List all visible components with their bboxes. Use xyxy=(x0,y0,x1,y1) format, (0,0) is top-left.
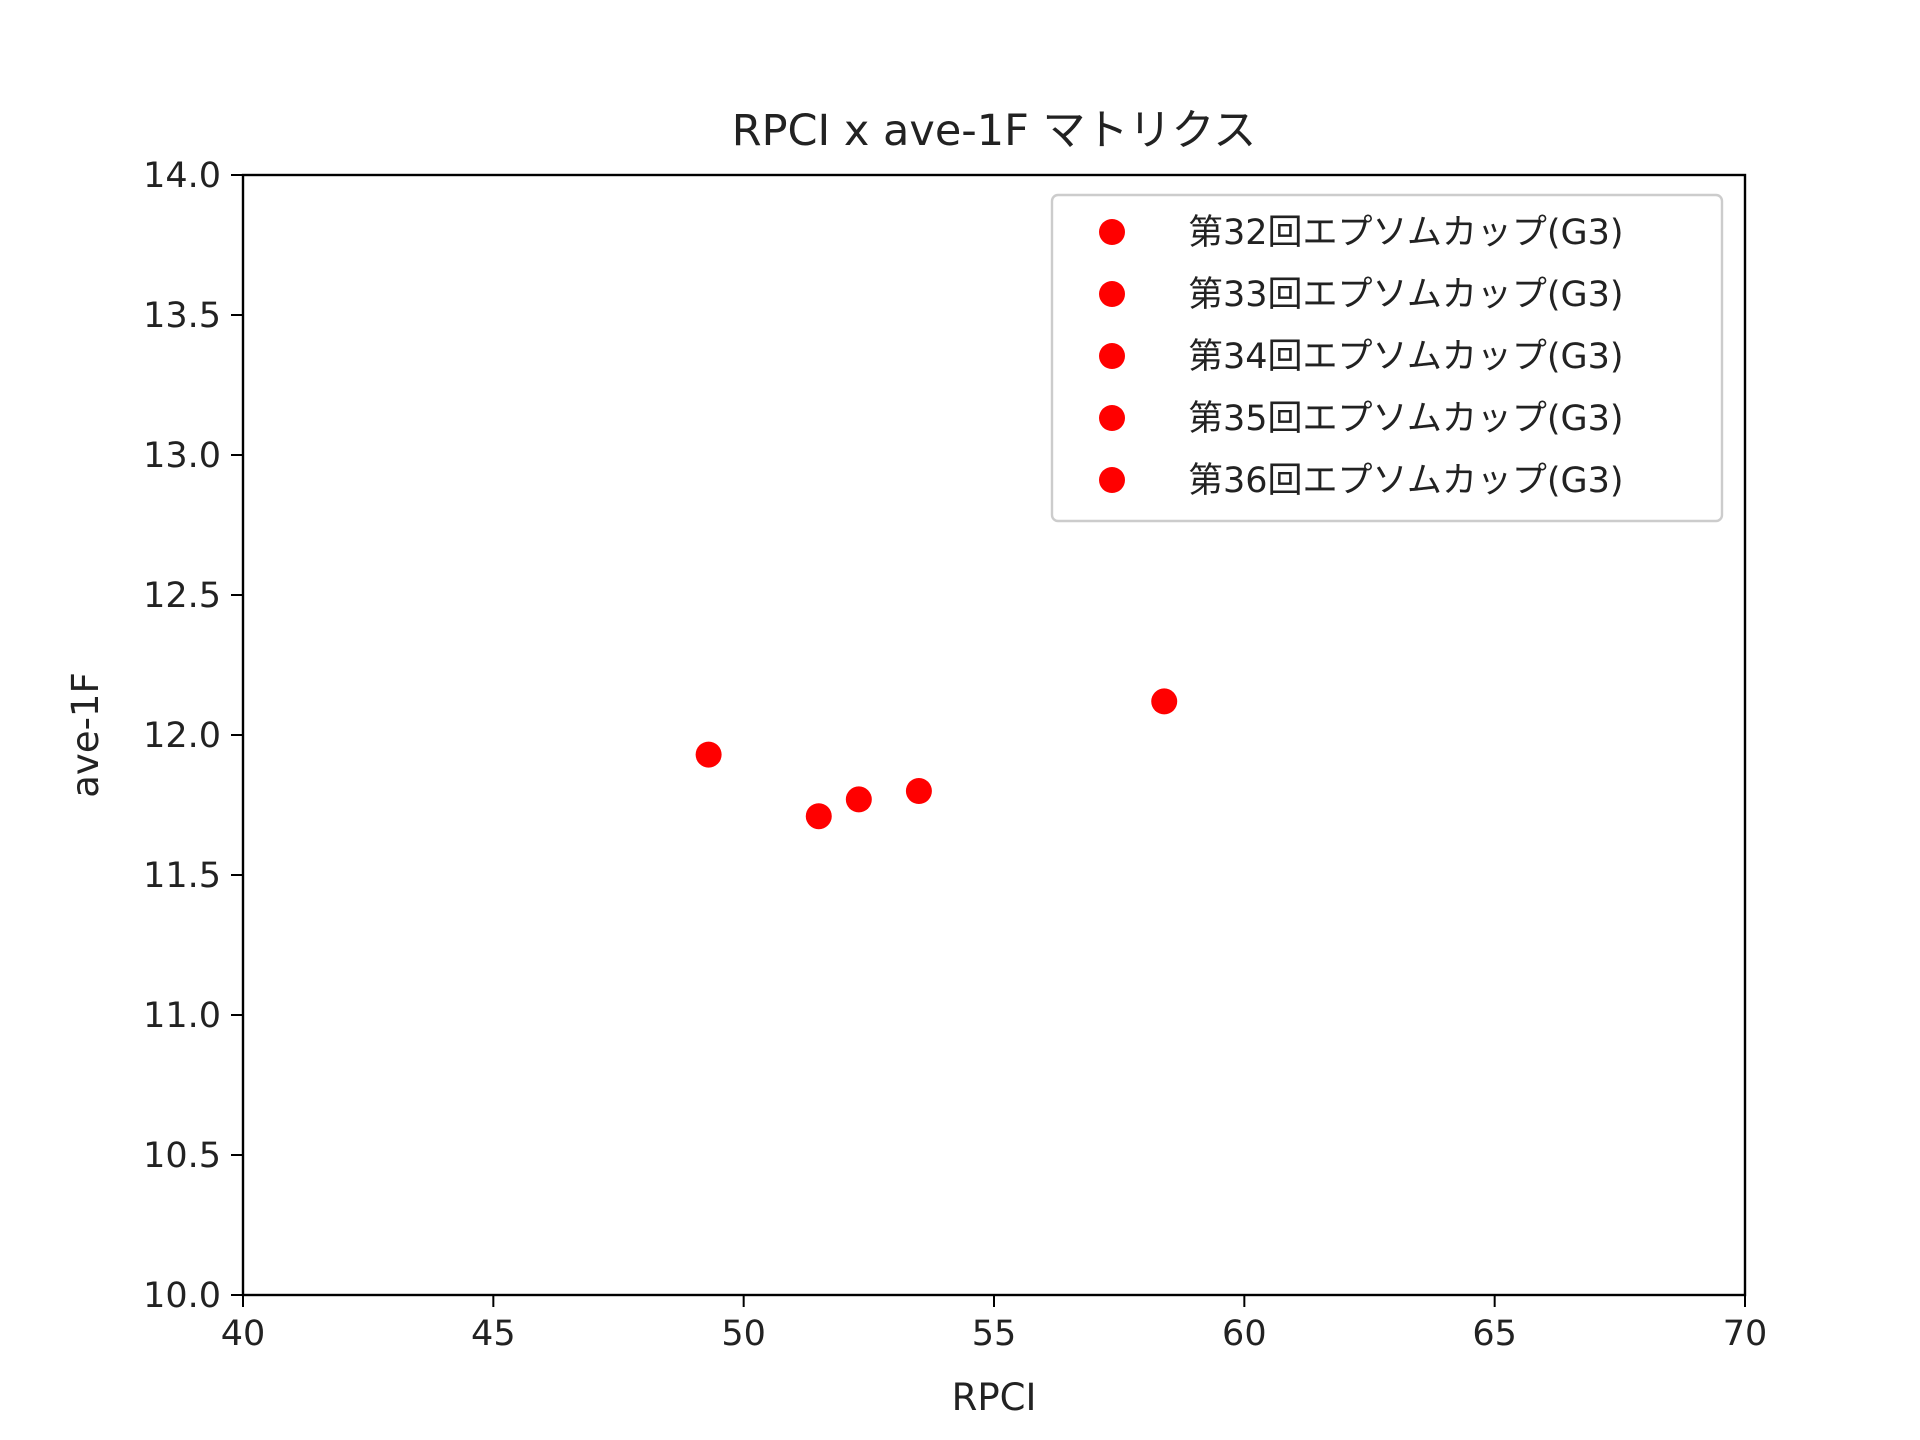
legend-entry-label: 第36回エプソムカップ(G3) xyxy=(1188,461,1624,501)
legend-marker xyxy=(1099,405,1125,431)
legend: 第32回エプソムカップ(G3) 第33回エプソムカップ(G3) 第34回エプソムカッ… xyxy=(1050,193,1724,523)
legend-marker xyxy=(1099,467,1125,493)
legend-marker xyxy=(1099,219,1125,245)
data-point xyxy=(905,778,932,804)
y-tick-label: 11.0 xyxy=(143,996,221,1036)
axis-ticks: 40 45 50 55 60 65 70 10.0 10.5 11.0 11.5 12.0 12.5 13… xyxy=(143,156,1767,1354)
y-tick-label: 13.0 xyxy=(143,436,221,476)
data-point xyxy=(695,741,722,768)
plot-area-frame xyxy=(241,173,1747,1297)
x-tick-label: 65 xyxy=(1472,1314,1517,1354)
legend-entry-label: 第32回エプソムカップ(G3) xyxy=(1188,213,1624,253)
x-axis-label: RPCI xyxy=(952,1376,1037,1419)
y-tick-label: 10.5 xyxy=(143,1136,221,1176)
data-points xyxy=(695,688,1178,830)
y-tick-label: 10.0 xyxy=(143,1276,221,1316)
x-tick-label: 50 xyxy=(721,1314,766,1354)
data-point xyxy=(845,786,872,813)
x-tick-label: 55 xyxy=(972,1314,1017,1354)
y-tick-label: 12.0 xyxy=(143,716,221,756)
legend-marker xyxy=(1099,281,1125,307)
y-tick-label: 14.0 xyxy=(143,156,221,196)
y-tick-label: 11.5 xyxy=(143,856,221,896)
data-point xyxy=(1151,688,1178,715)
legend-entry-label: 第34回エプソムカップ(G3) xyxy=(1188,337,1624,377)
legend-entry-label: 第33回エプソムカップ(G3) xyxy=(1188,275,1624,315)
x-tick-label: 60 xyxy=(1222,1314,1267,1354)
data-point xyxy=(805,803,832,830)
x-tick-label: 70 xyxy=(1723,1314,1768,1354)
x-tick-label: 45 xyxy=(471,1314,516,1354)
y-axis-label: ave-1F xyxy=(64,672,107,798)
legend-marker xyxy=(1099,343,1125,369)
legend-box xyxy=(1050,193,1724,523)
chart-title: RPCI x ave-1F マトリクス xyxy=(732,106,1257,156)
legend-entry-label: 第35回エプソムカップ(G3) xyxy=(1188,399,1624,439)
legend-items: 第32回エプソムカップ(G3) 第33回エプソムカップ(G3) 第34回エプソムカッ… xyxy=(1099,213,1624,501)
y-tick-label: 12.5 xyxy=(143,576,221,616)
y-tick-label: 13.5 xyxy=(143,296,221,336)
x-tick-label: 40 xyxy=(221,1314,266,1354)
